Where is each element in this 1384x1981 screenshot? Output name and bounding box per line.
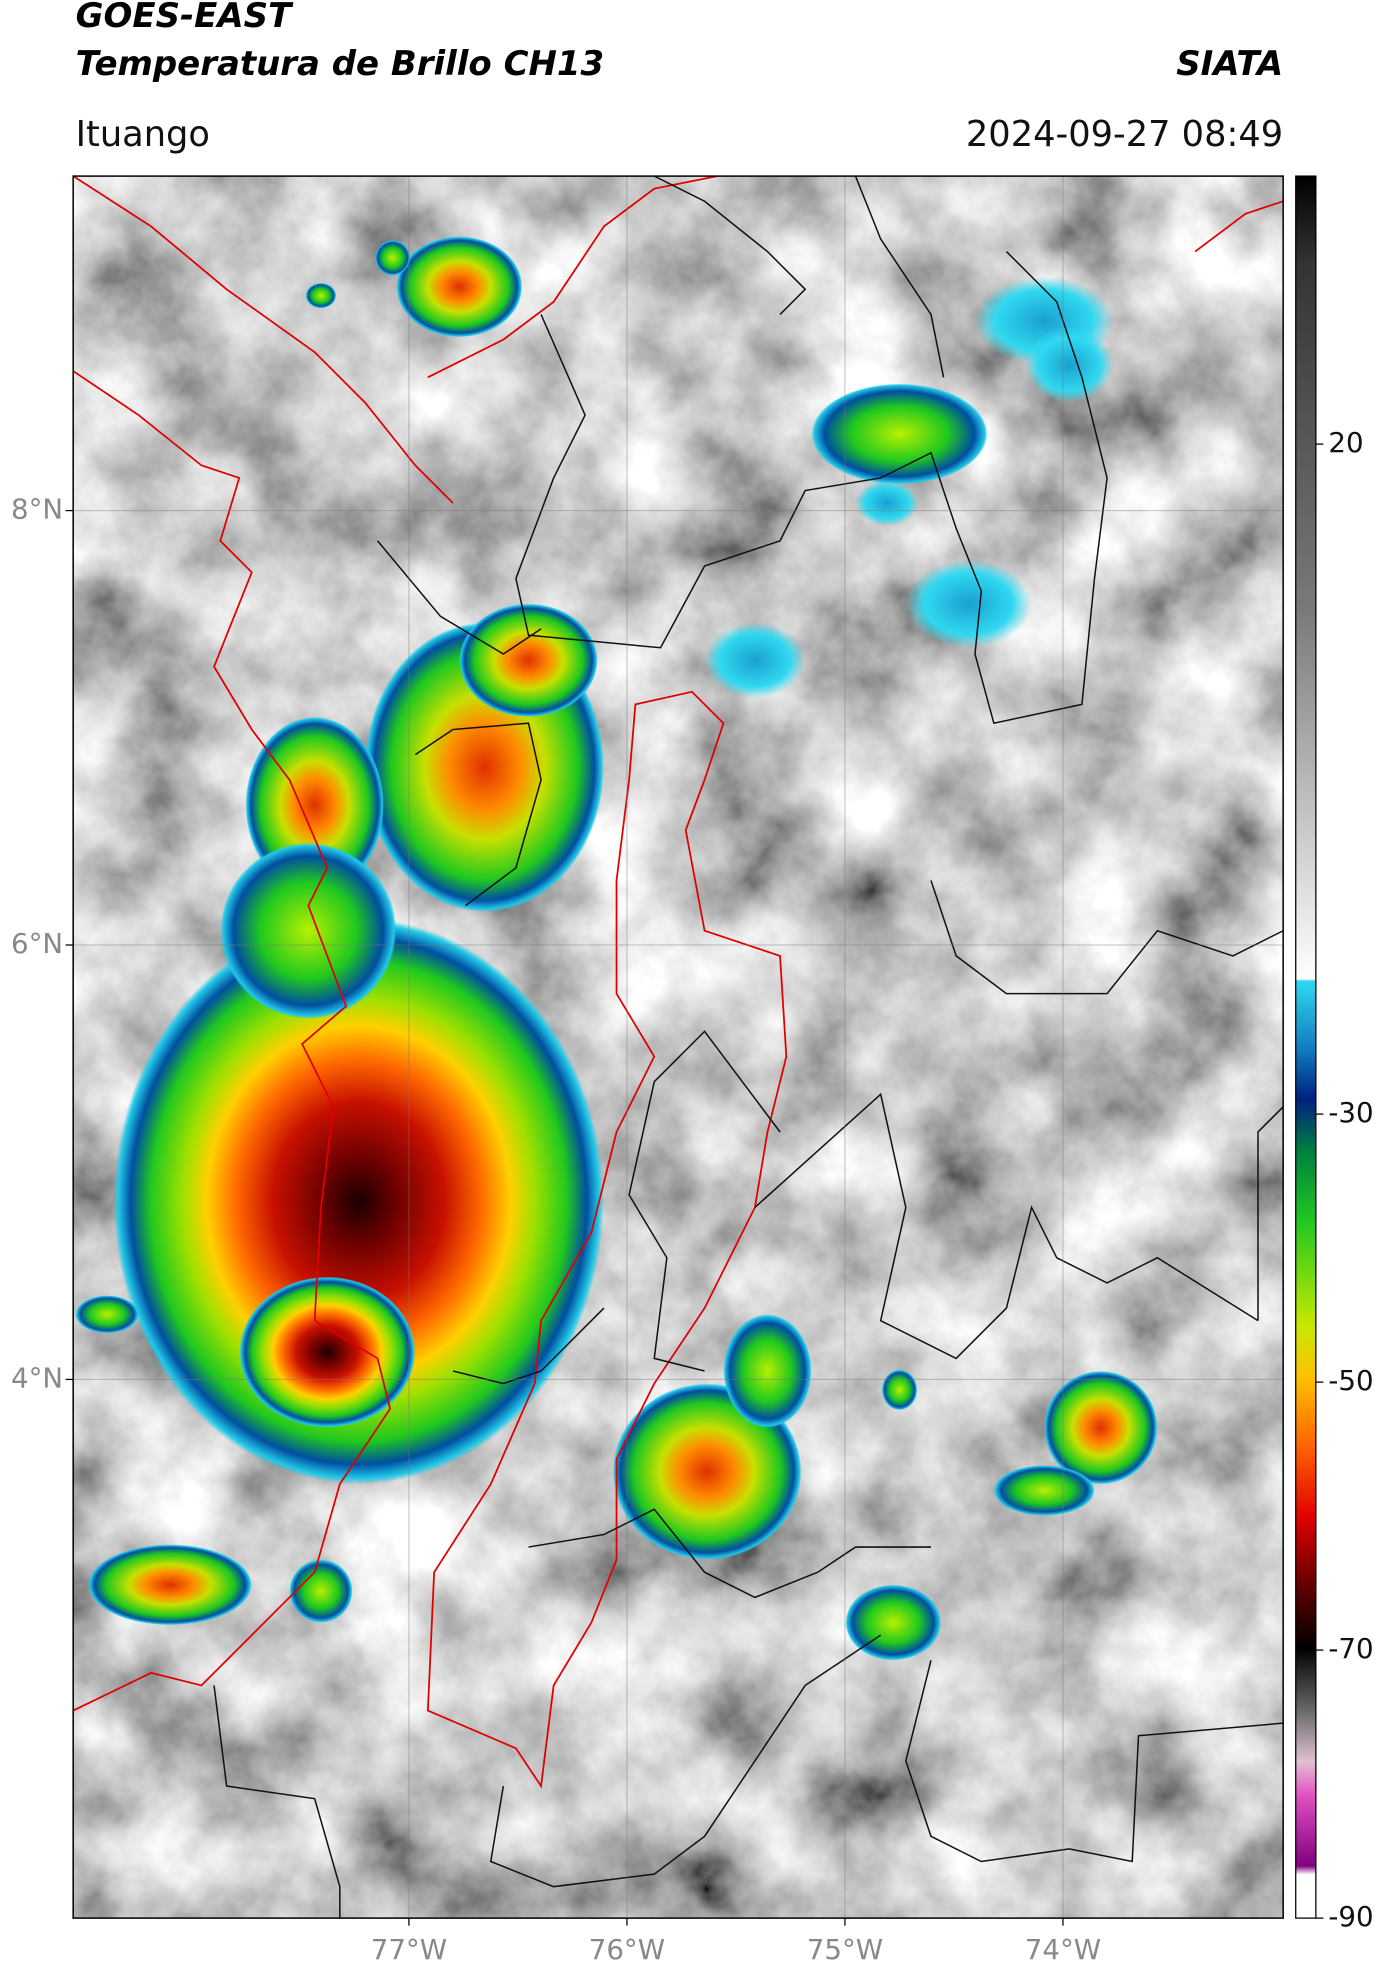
map-frame <box>72 175 1284 1919</box>
x-tick-label: 77°W <box>371 1933 447 1966</box>
colorbar-tick-label: -50 <box>1328 1364 1373 1397</box>
country-borders <box>73 176 1284 1789</box>
title: GOES-EAST <box>76 0 294 36</box>
x-tick-label: 74°W <box>1025 1933 1101 1966</box>
convective-cells <box>75 236 1158 1661</box>
colorbar-tick-label: -30 <box>1328 1096 1373 1129</box>
colorbar-ticks: 20 -30 -50 -70 -90 <box>1315 426 1374 1933</box>
map-area <box>73 176 1284 1919</box>
colorbar-tick-label: -70 <box>1328 1632 1373 1665</box>
x-tick-label: 76°W <box>589 1933 665 1966</box>
y-tick-label: 8°N <box>11 493 63 526</box>
x-tick-label: 75°W <box>807 1933 883 1966</box>
y-tick-label: 4°N <box>11 1361 63 1394</box>
timestamp: 2024-09-27 08:49 <box>966 114 1283 155</box>
source: SIATA <box>1176 44 1283 84</box>
colorbar-tick-label: 20 <box>1328 426 1363 459</box>
region: Ituango <box>76 114 210 155</box>
graticule: 77°W 76°W 75°W 74°W 8°N 6°N 4°N <box>11 176 1284 1966</box>
colorbar-tick-label: -90 <box>1328 1900 1373 1933</box>
y-tick-label: 6°N <box>11 927 63 960</box>
department-borders <box>213 176 1284 1919</box>
subtitle: Temperatura de Brillo CH13 <box>76 44 604 84</box>
colorbar <box>1295 175 1317 1919</box>
